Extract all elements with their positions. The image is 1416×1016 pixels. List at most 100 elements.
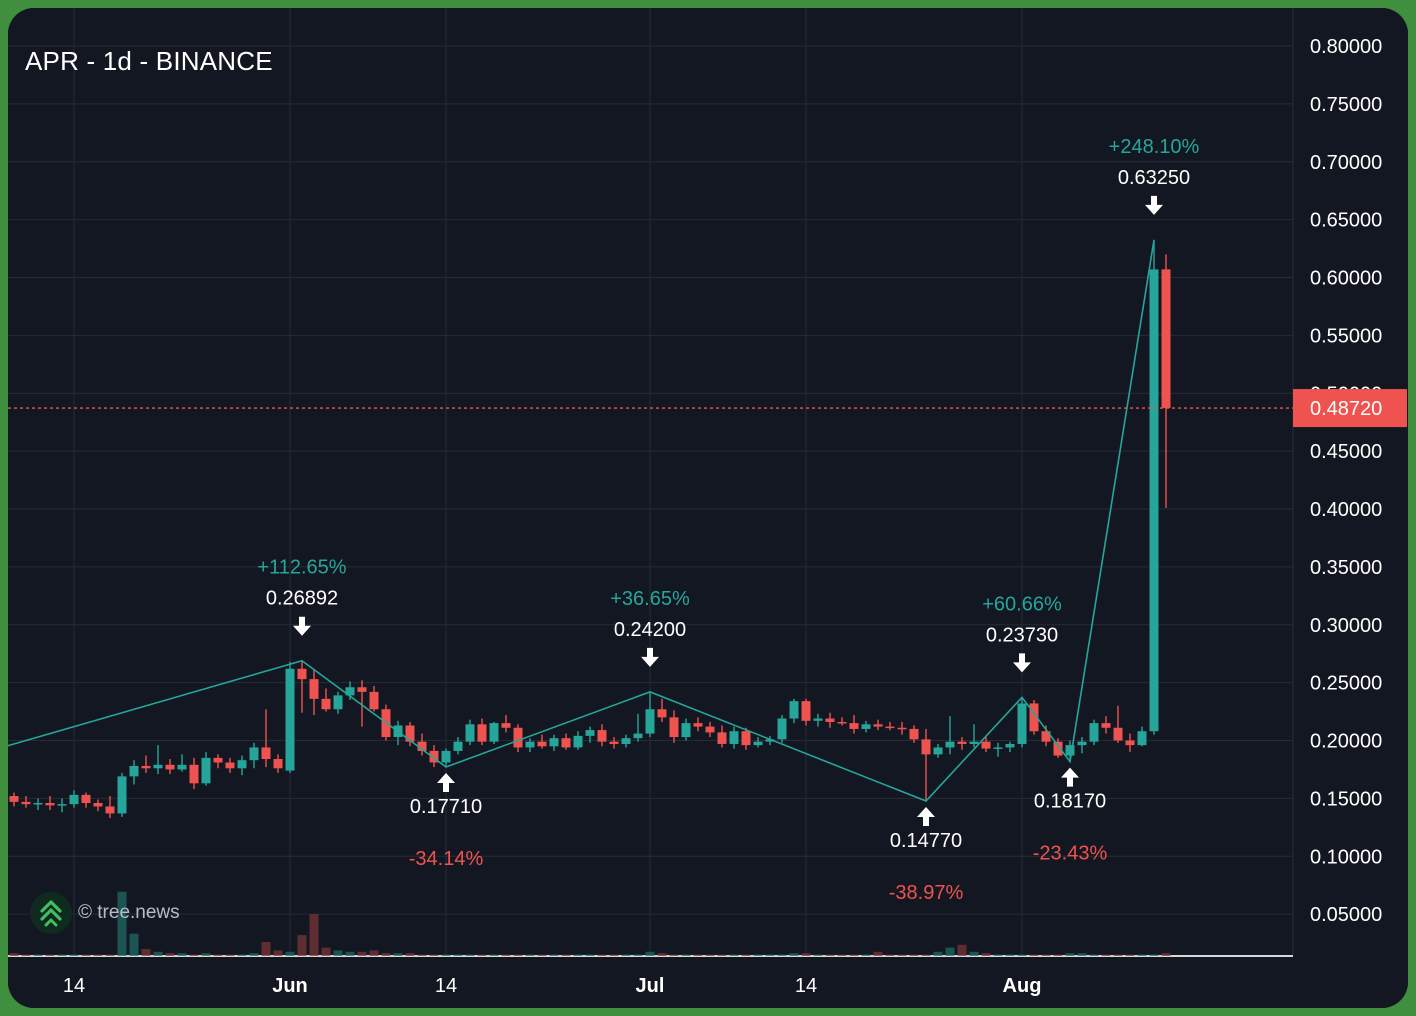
candle (9, 792, 19, 807)
candle (753, 737, 763, 748)
volume-bar (201, 953, 211, 956)
candle-body (489, 723, 499, 742)
y-tick-label: 0.75000 (1310, 94, 1382, 116)
candle (117, 772, 127, 817)
volume-bar (477, 954, 487, 956)
volume-bar (957, 944, 967, 956)
pivot-price-label: 0.24200 (614, 619, 686, 641)
volume-bar (633, 954, 643, 956)
candle (465, 719, 475, 746)
candle (909, 725, 919, 743)
candle (1101, 716, 1111, 734)
candle (1149, 239, 1159, 735)
volume-bar (753, 954, 763, 956)
y-tick-label: 0.60000 (1310, 268, 1382, 290)
candle-body (1053, 741, 1063, 756)
volume-bar (249, 953, 259, 956)
y-tick-label: 0.80000 (1310, 36, 1382, 58)
y-tick-label: 0.45000 (1310, 441, 1382, 463)
volume-bar (189, 954, 199, 956)
candle (801, 698, 811, 726)
candle-body (225, 762, 235, 769)
volume-bar (513, 954, 523, 956)
candle-body (969, 741, 979, 744)
candle-body (9, 796, 19, 802)
volume-bar (669, 954, 679, 956)
candle-body (69, 794, 79, 805)
chart-background (8, 8, 1408, 1008)
candle-body (957, 741, 967, 744)
volume-bar (1101, 954, 1111, 956)
candle (261, 709, 271, 768)
candle-body (561, 738, 571, 748)
candle-body (477, 724, 487, 742)
pivot-percent-label: +112.65% (257, 557, 346, 579)
candle (45, 796, 55, 810)
candle (453, 737, 463, 755)
volume-bar (369, 950, 379, 956)
candle-body (993, 747, 1003, 749)
candle-body (897, 727, 907, 730)
volume-bar (273, 950, 283, 956)
candle-body (657, 709, 667, 718)
candle-body (1077, 741, 1087, 746)
pivot-percent-label: +36.65% (610, 588, 690, 610)
candle-body (1005, 743, 1015, 748)
candle-body (417, 741, 427, 751)
candle (849, 715, 859, 734)
candle-body (705, 726, 715, 733)
candle-body (1029, 703, 1039, 732)
candle (777, 715, 787, 743)
candle (585, 726, 595, 743)
candle-body (933, 747, 943, 755)
volume-bar (741, 954, 751, 956)
candle-body (189, 764, 199, 784)
candle-body (885, 726, 895, 729)
volume-bar (729, 954, 739, 956)
candlestick-chart[interactable]: 0.80000 0.75000 0.70000 0.65000 0.60000 0.550… (8, 8, 1408, 1008)
candle-body (285, 668, 295, 771)
candle-body (105, 806, 115, 814)
candle-body (165, 764, 175, 770)
y-tick-label: 0.35000 (1310, 557, 1382, 579)
candle (537, 734, 547, 749)
candle-body (525, 741, 535, 748)
volume-bar (573, 954, 583, 956)
candle (285, 661, 295, 773)
candle-body (1089, 723, 1099, 742)
candle-body (429, 750, 439, 763)
candle (477, 718, 487, 746)
pivot-annotation: 0.26892 +112.65% (257, 557, 347, 636)
volume-bar (681, 954, 691, 956)
candle (921, 728, 931, 802)
volume-bar (1029, 954, 1039, 956)
volume-bar (333, 950, 343, 956)
candle-body (633, 733, 643, 739)
pivot-annotation: 0.24200 +36.65% (610, 588, 690, 667)
volume-bar (21, 954, 31, 956)
candle-body (261, 747, 271, 760)
candle (213, 754, 223, 769)
candle (729, 726, 739, 749)
candle-body (1137, 731, 1147, 746)
tree-logo-icon (30, 892, 72, 934)
candle-body (501, 723, 511, 728)
volume-bar (57, 954, 67, 956)
candle (885, 721, 895, 731)
candle (201, 752, 211, 786)
candle (513, 724, 523, 753)
volume-bar (501, 954, 511, 956)
candle (225, 757, 235, 773)
candle-body (753, 741, 763, 746)
candle (897, 721, 907, 735)
candle (441, 748, 451, 768)
candle-body (201, 757, 211, 784)
pivot-price-label: 0.17710 (410, 796, 482, 818)
y-tick-label: 0.55000 (1310, 325, 1382, 347)
volume-bar (561, 954, 571, 956)
candle (165, 759, 175, 775)
y-tick-label: 0.30000 (1310, 615, 1382, 637)
x-tick-label: 14 (63, 975, 85, 997)
volume-bar (357, 951, 367, 956)
volume-bar (885, 954, 895, 956)
